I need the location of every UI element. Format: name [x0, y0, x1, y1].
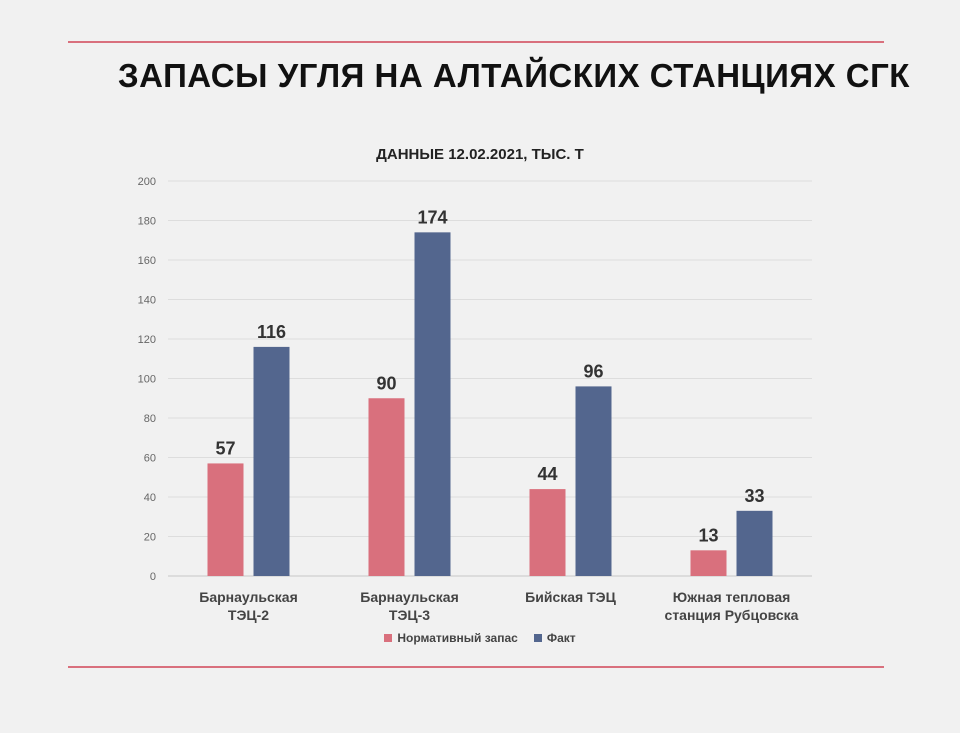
data-label: 90: [376, 373, 396, 393]
chart-legend: Нормативный запас Факт: [0, 631, 960, 645]
y-tick-label: 160: [138, 255, 156, 267]
bar-normative: [207, 463, 244, 576]
x-tick-label: Барнаульская: [360, 589, 459, 605]
bar-normative: [690, 550, 727, 576]
x-tick-label: Барнаульская: [199, 589, 298, 605]
x-tick-label: ТЭЦ-2: [228, 607, 269, 623]
y-tick-label: 40: [144, 492, 156, 504]
y-tick-label: 120: [138, 334, 156, 346]
top-divider: [68, 41, 884, 43]
y-tick-label: 100: [138, 374, 156, 386]
bottom-divider: [68, 666, 884, 668]
legend-item-normative: Нормативный запас: [384, 631, 518, 645]
bar-normative: [368, 398, 405, 576]
bar-fact: [253, 346, 290, 576]
x-tick-label: Бийская ТЭЦ: [525, 589, 616, 605]
y-tick-label: 60: [144, 453, 156, 465]
legend-item-fact: Факт: [533, 631, 576, 645]
data-label: 116: [257, 322, 286, 342]
y-tick-label: 180: [138, 216, 156, 228]
data-label: 33: [744, 486, 764, 506]
legend-swatch-normative: [384, 634, 393, 642]
bar-fact: [736, 510, 773, 576]
x-tick-label: ТЭЦ-3: [389, 607, 430, 623]
bar-normative: [529, 489, 566, 576]
x-tick-label: Южная тепловая: [673, 589, 791, 605]
legend-label-normative: Нормативный запас: [397, 631, 518, 645]
chart-title: ДАННЫЕ 12.02.2021, ТЫС. Т: [376, 146, 584, 163]
page-title: ЗАПАСЫ УГЛЯ НА АЛТАЙСКИХ СТАНЦИЯХ СГК: [118, 57, 910, 94]
data-label: 13: [698, 525, 718, 545]
data-label: 44: [537, 464, 557, 484]
legend-label-fact: Факт: [546, 631, 576, 645]
data-label: 96: [583, 361, 603, 381]
y-tick-label: 200: [138, 176, 156, 188]
x-tick-label: станция Рубцовска: [665, 607, 799, 623]
y-tick-label: 20: [144, 532, 156, 544]
y-tick-label: 0: [150, 571, 156, 583]
y-tick-label: 80: [144, 413, 156, 425]
data-label: 57: [215, 438, 235, 458]
legend-swatch-fact: [533, 634, 542, 642]
bar-fact: [414, 232, 451, 576]
bar-fact: [575, 386, 612, 576]
y-tick-label: 140: [138, 295, 156, 307]
data-label: 174: [417, 207, 447, 227]
